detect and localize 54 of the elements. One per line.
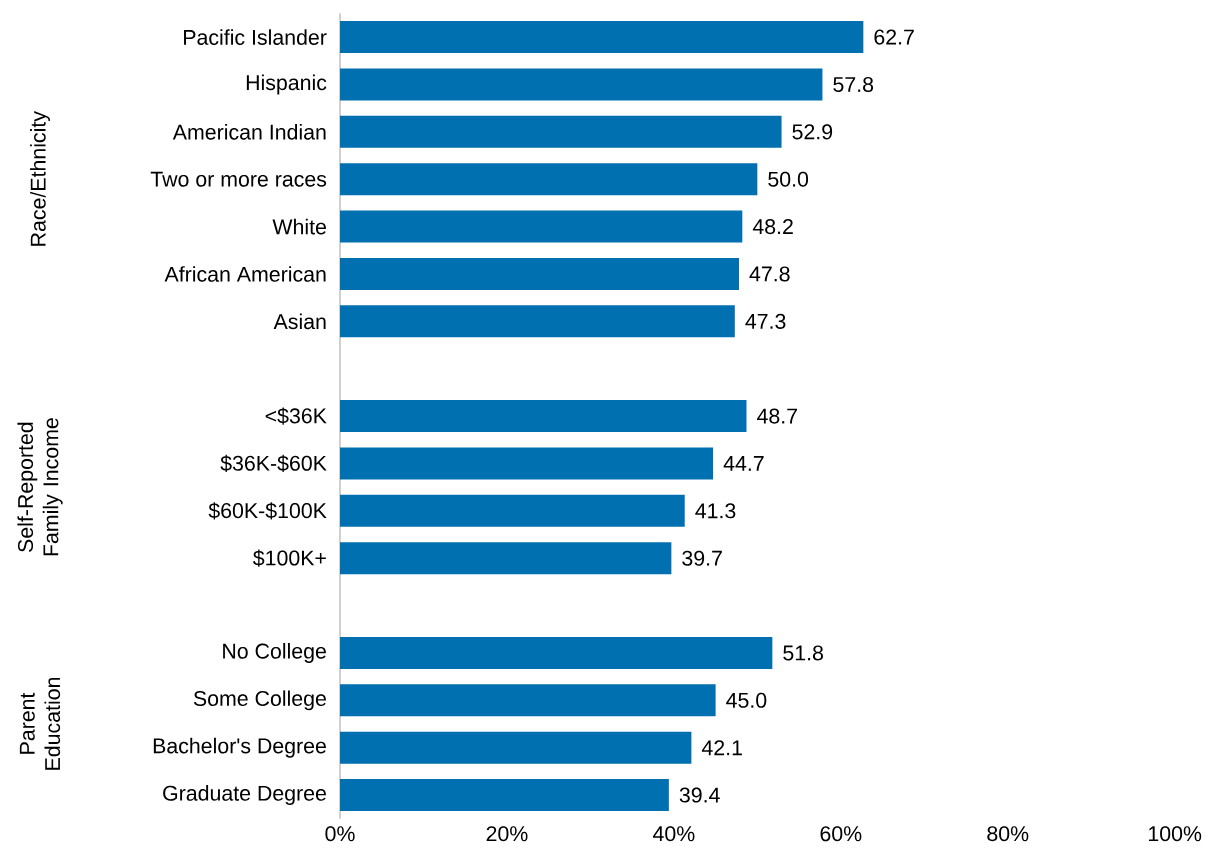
y-tick-label: $60K-$100K (208, 502, 327, 520)
data-label: 47.8 (749, 266, 790, 282)
y-tick-label: $100K+ (253, 549, 326, 567)
text: Race/Ethnicity (30, 111, 50, 246)
y-tick-label: No College (223, 643, 326, 663)
bar (340, 257, 739, 290)
text: Self-Reported Family Income (17, 418, 63, 556)
y-tick-label: Some College (193, 690, 326, 711)
bar (340, 542, 672, 575)
bar (340, 447, 714, 480)
data-label: 45.0 (726, 692, 767, 708)
bar (340, 21, 864, 54)
y-tick-label: $36K-$60K (220, 454, 327, 473)
bar (340, 400, 747, 433)
data-label: 42.1 (701, 740, 742, 756)
data-label: 57.8 (833, 76, 874, 93)
y-tick-label: <$36K (265, 407, 327, 425)
y-tick-label: Graduate Degree (163, 785, 326, 806)
data-label: 39.7 (682, 550, 722, 566)
y-tick-label: Two or more races (150, 171, 327, 187)
y-tick-label: Asian (273, 313, 326, 330)
y-tick-label: African American (164, 266, 326, 282)
y-tick-label: Pacific Islander (184, 29, 327, 45)
bar (340, 163, 758, 196)
data-label: 50.0 (768, 171, 809, 187)
bar (340, 305, 735, 338)
x-tick-label: 80% (987, 826, 1029, 842)
data-label: 41.3 (695, 503, 736, 519)
bar (340, 636, 773, 669)
bar (340, 210, 743, 243)
x-tick-label: 40% (653, 826, 695, 842)
data-label: 52.9 (792, 124, 833, 140)
x-tick-label: 60% (820, 826, 862, 842)
y-tick-label: American Indian (172, 124, 326, 140)
x-tick-label: 100% (1149, 826, 1202, 842)
data-label: 62.7 (874, 29, 914, 45)
data-label: 48.2 (752, 219, 793, 235)
data-label: 47.3 (745, 313, 786, 329)
x-tick-label: 0% (325, 826, 355, 842)
y-tick-label: Hispanic (246, 74, 327, 95)
data-label: 48.7 (757, 408, 797, 424)
data-label: 51.8 (783, 645, 823, 661)
bar (340, 494, 685, 527)
y-tick-label: White (272, 218, 326, 235)
data-label: 39.4 (679, 787, 720, 803)
bar (340, 115, 782, 148)
text: Parent Education (19, 677, 61, 770)
bar (340, 684, 716, 717)
data-label: 44.7 (723, 456, 764, 471)
x-tick-label: 20% (486, 826, 528, 842)
bar (340, 731, 692, 764)
bar (340, 779, 669, 812)
y-tick-label: Bachelor's Degree (153, 737, 326, 758)
bar (340, 68, 823, 101)
